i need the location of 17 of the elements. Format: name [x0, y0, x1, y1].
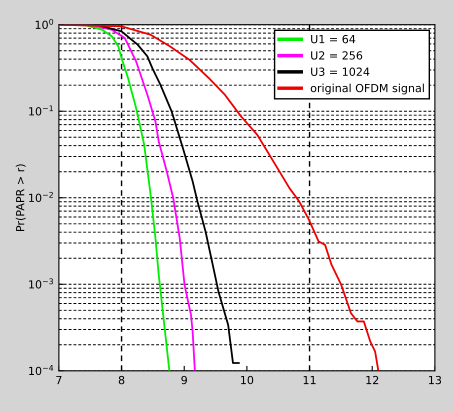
legend-label: U2 = 256	[311, 51, 362, 60]
x-tick-label: 10	[241, 376, 254, 384]
y-tick-label: 10$^{−1}$	[29, 105, 53, 116]
y-axis-title: Pr(PAPR > r)	[16, 164, 26, 232]
y-tick-label: 10$^{−4}$	[29, 365, 54, 376]
legend-label: original OFDM signal	[310, 84, 424, 94]
x-tick-label: 12	[366, 376, 378, 384]
x-tick-label: 7	[56, 376, 62, 384]
y-tick-label: 10$^{−2}$	[29, 192, 53, 202]
x-tick-label: 13	[429, 376, 442, 384]
legend-label: U1 = 64	[311, 34, 356, 44]
y-tick-label: 10$^{−3}$	[29, 278, 54, 289]
x-tick-label: 9	[181, 376, 187, 384]
x-tick-label: 8	[118, 376, 124, 384]
legend-label: U3 = 1024	[311, 68, 370, 76]
y-tick-label: 10$^{0}$	[36, 18, 54, 30]
x-tick-label: 11	[304, 376, 316, 384]
